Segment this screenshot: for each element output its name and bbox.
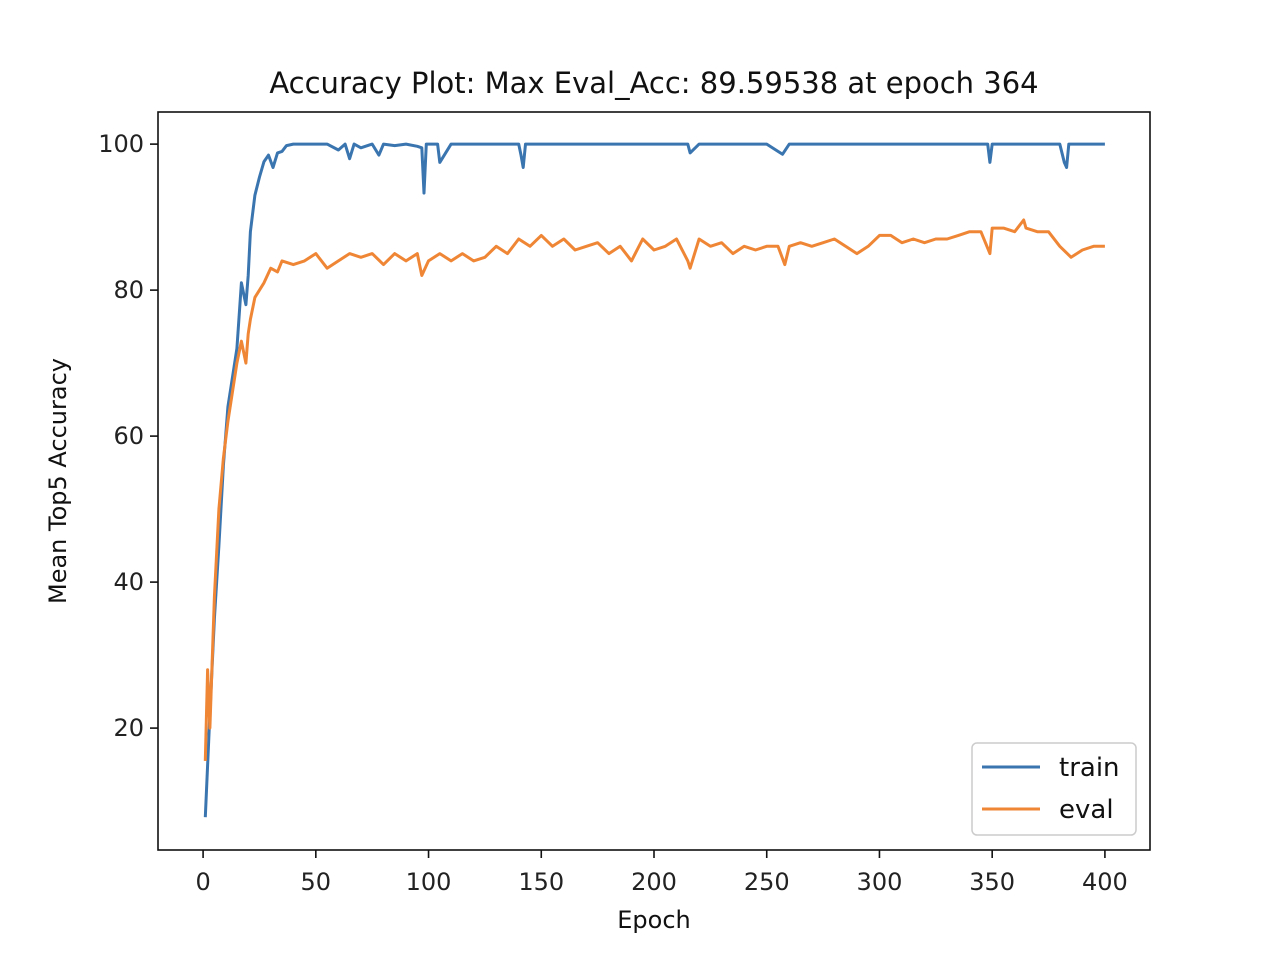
x-tick-label: 0 [195,868,210,896]
x-axis: 0 50 100 150 200 250 300 350 400 [195,850,1128,896]
x-tick-label: 50 [301,868,332,896]
legend-train-label: train [1059,753,1120,783]
y-tick-label: 60 [113,422,144,450]
y-tick-label: 100 [98,130,144,158]
series-layer [203,142,1105,818]
y-tick-label: 40 [113,568,144,596]
series-line-train [203,142,1105,818]
x-tick-label: 100 [406,868,452,896]
y-axis: 20 40 60 80 100 [98,130,158,742]
y-axis-label: Mean Top5 Accuracy [44,358,72,604]
x-tick-label: 350 [969,868,1015,896]
x-tick-label: 250 [744,868,790,896]
x-tick-label: 400 [1082,868,1128,896]
legend: train eval [971,742,1137,836]
x-tick-label: 200 [631,868,677,896]
legend-eval-label: eval [1059,795,1114,825]
x-tick-label: 300 [857,868,903,896]
y-tick-label: 20 [113,714,144,742]
series-line-eval [203,218,1105,761]
x-axis-label: Epoch [617,906,691,934]
y-tick-label: 80 [113,276,144,304]
chart-title: Accuracy Plot: Max Eval_Acc: 89.59538 at… [269,66,1038,100]
x-tick-label: 150 [518,868,564,896]
